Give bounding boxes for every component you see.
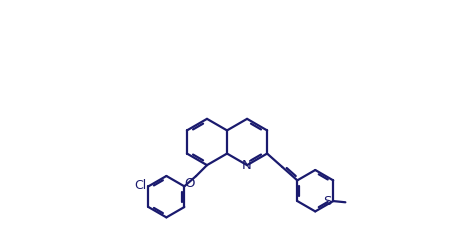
Text: O: O [184, 177, 195, 190]
Text: N: N [242, 159, 252, 172]
Text: S: S [323, 195, 332, 208]
Text: Cl: Cl [134, 179, 147, 192]
